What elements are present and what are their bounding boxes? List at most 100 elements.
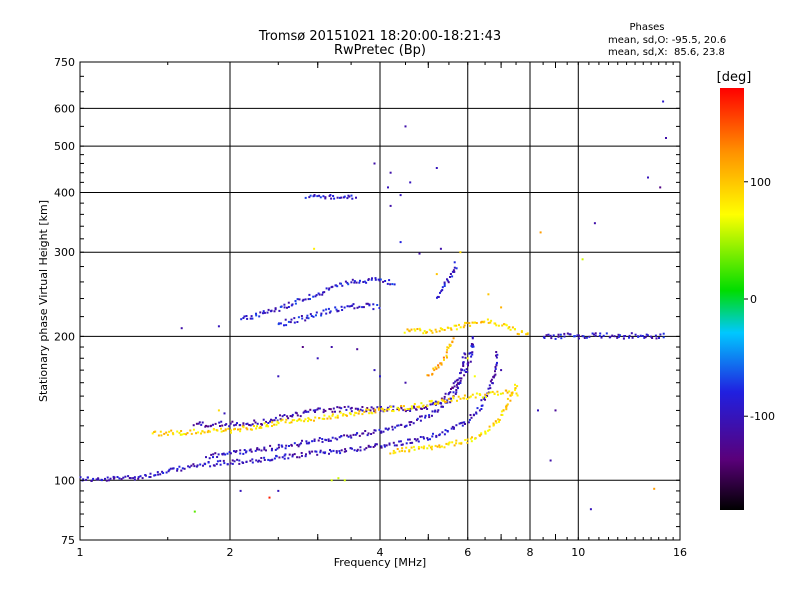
data-point [471, 436, 473, 439]
data-point [154, 430, 157, 433]
data-point [345, 450, 348, 453]
data-point [441, 328, 444, 331]
data-point [323, 414, 326, 417]
data-point [310, 419, 313, 422]
data-point [314, 416, 317, 419]
data-point [395, 444, 398, 447]
data-point [205, 456, 207, 459]
data-point [305, 453, 307, 456]
data-point [262, 310, 265, 313]
data-point [317, 439, 320, 442]
data-point [281, 456, 284, 459]
data-point [157, 434, 160, 437]
data-point [508, 326, 511, 329]
data-point [383, 444, 386, 447]
data-point [325, 439, 328, 442]
data-point [337, 477, 340, 480]
data-point [350, 410, 353, 413]
data-point [267, 425, 269, 428]
data-point [318, 407, 321, 410]
data-point [425, 406, 428, 408]
data-point [511, 393, 514, 396]
data-point [285, 444, 288, 447]
data-point [245, 450, 248, 453]
data-point [337, 309, 340, 312]
data-point [343, 479, 346, 482]
data-point [329, 417, 332, 420]
data-point [327, 307, 330, 310]
data-point [557, 335, 560, 338]
data-point [369, 445, 372, 448]
data-point [443, 446, 446, 449]
data-point [649, 335, 652, 338]
data-point [391, 425, 394, 428]
data-point [323, 417, 326, 420]
data-point [516, 385, 519, 388]
data-point [251, 461, 254, 464]
data-point [628, 334, 631, 337]
data-point [361, 432, 364, 435]
data-point [391, 283, 394, 286]
data-point [313, 440, 316, 442]
data-point [192, 428, 195, 431]
data-point [400, 405, 403, 407]
data-point [210, 453, 213, 456]
data-point [447, 393, 450, 396]
data-point [653, 487, 656, 490]
data-point [383, 410, 386, 413]
data-point [271, 425, 273, 427]
data-point [377, 278, 380, 281]
data-point [249, 459, 252, 462]
data-point [283, 457, 286, 460]
data-point [290, 421, 293, 424]
data-point [495, 421, 498, 424]
data-point [255, 427, 258, 430]
data-point [481, 404, 484, 407]
data-point [354, 411, 357, 414]
data-point [643, 336, 646, 339]
data-point [345, 414, 348, 417]
colorbar-ticks: 100 0 -100 [744, 176, 775, 423]
data-point [220, 420, 223, 423]
data-point [445, 351, 448, 354]
y-tick-label: 100 [54, 474, 75, 487]
data-point [406, 408, 409, 410]
data-point [200, 423, 203, 426]
data-point [359, 408, 362, 411]
colorbar-gradient [720, 88, 744, 510]
data-point [374, 411, 377, 414]
data-point [415, 439, 418, 442]
phase-info-title: Phases [629, 22, 664, 33]
data-point [409, 181, 412, 184]
data-point [438, 446, 441, 449]
data-point [251, 317, 254, 320]
data-point [423, 437, 425, 440]
data-point [224, 453, 227, 456]
data-point [469, 324, 472, 327]
data-point [482, 397, 485, 400]
data-point [493, 393, 496, 395]
data-point [197, 431, 200, 434]
data-point [239, 489, 242, 492]
data-point [344, 414, 347, 416]
data-point [436, 296, 438, 299]
data-point [283, 303, 286, 306]
data-point [338, 450, 341, 453]
data-point [569, 333, 572, 336]
data-point [223, 412, 226, 415]
data-point [188, 466, 191, 469]
data-point [420, 446, 423, 449]
data-point [289, 321, 292, 324]
data-point [462, 363, 465, 366]
data-point [425, 331, 428, 334]
data-point [301, 454, 303, 457]
data-point [280, 419, 283, 422]
data-point [616, 336, 619, 339]
data-point [305, 442, 308, 445]
data-point [291, 419, 294, 422]
data-point [302, 298, 305, 301]
data-point [451, 275, 454, 278]
data-point [434, 402, 437, 405]
data-point [340, 407, 343, 410]
data-point [511, 326, 514, 329]
